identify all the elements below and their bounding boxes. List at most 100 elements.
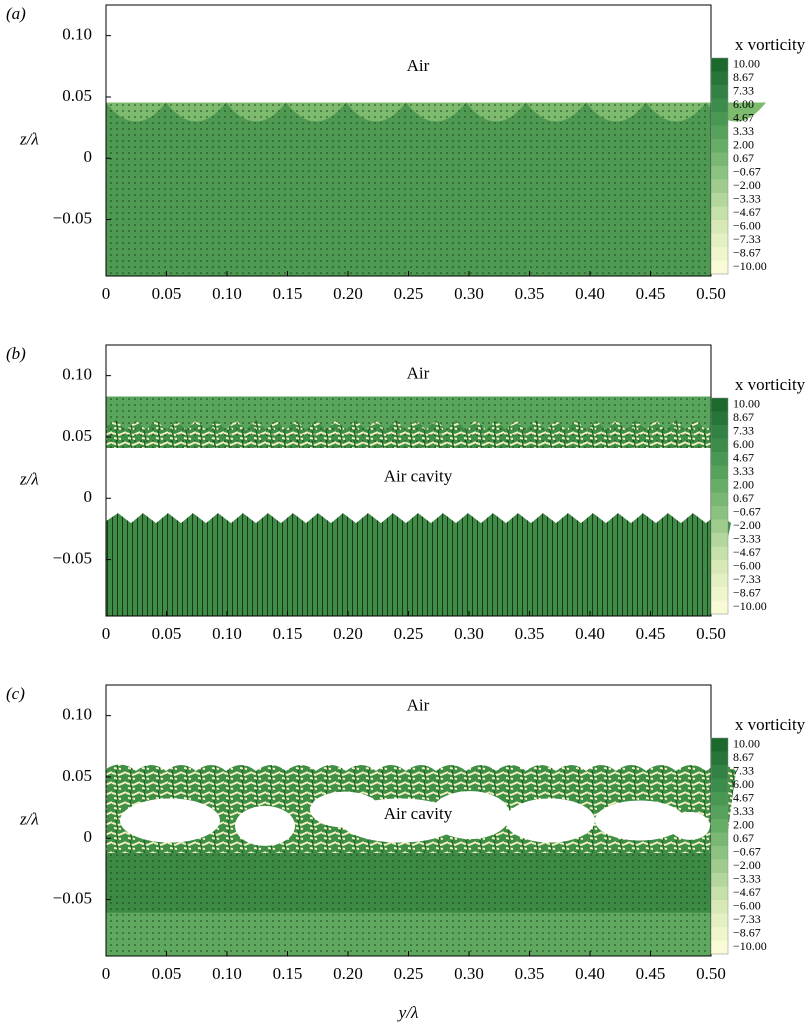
colorbar-title: x vorticity — [735, 375, 806, 394]
colorbar-tick-label: −2.00 — [733, 178, 761, 192]
colorbar-tick-label: 0.67 — [733, 151, 754, 165]
x-tick-label: 0.30 — [454, 964, 484, 983]
colorbar-cell — [711, 587, 728, 601]
colorbar-tick-label: −3.33 — [733, 872, 761, 886]
colorbar-frame — [710, 57, 729, 275]
colorbar-tick-label: −0.67 — [733, 165, 761, 179]
colorbar-tick-label: −7.33 — [733, 232, 761, 246]
annotation: Air — [407, 56, 430, 75]
colorbar-tick-label: 7.33 — [733, 84, 754, 98]
y-tick-label: 0.10 — [62, 25, 92, 44]
colorbar-cell — [711, 206, 728, 220]
colorbar-cell — [711, 873, 728, 887]
colorbar-tick-label: 3.33 — [733, 464, 754, 478]
colorbar-cell — [711, 506, 728, 520]
colorbar-cell — [711, 193, 728, 207]
colorbar-cell — [711, 179, 728, 193]
colorbar-tick-label: −7.33 — [733, 572, 761, 586]
colorbar-tick-label: 4.67 — [733, 451, 754, 465]
colorbar-tick-label: −3.33 — [733, 532, 761, 546]
colorbar-title: x vorticity — [735, 715, 806, 734]
colorbar-cell — [711, 900, 728, 914]
air-cavity — [120, 798, 220, 843]
colorbar-tick-label: 6.00 — [733, 777, 754, 791]
panel-label: (c) — [6, 684, 25, 703]
colorbar-cell — [711, 859, 728, 873]
x-tick-label: 0.10 — [212, 284, 242, 303]
colorbar-tick-label: −2.00 — [733, 518, 761, 532]
colorbar-tick-label: 7.33 — [733, 764, 754, 778]
colorbar-tick-label: −8.67 — [733, 586, 761, 600]
colorbar-tick-label: 10.00 — [733, 737, 760, 751]
colorbar-cell — [711, 492, 728, 506]
colorbar-cell — [711, 913, 728, 927]
colorbar-tick-label: −6.00 — [733, 219, 761, 233]
x-tick-label: 0.25 — [394, 624, 424, 643]
colorbar-cell — [711, 792, 728, 806]
vector-field — [106, 513, 731, 616]
x-tick-label: 0.10 — [212, 624, 242, 643]
colorbar-cell — [711, 479, 728, 493]
colorbar-cell — [711, 738, 728, 752]
x-tick-label: 0.10 — [212, 964, 242, 983]
colorbar-cell — [711, 465, 728, 479]
colorbar-tick-label: −0.67 — [733, 845, 761, 859]
colorbar-tick-label: 2.00 — [733, 478, 754, 492]
x-tick-label: 0.25 — [394, 284, 424, 303]
colorbar-cell — [711, 886, 728, 900]
colorbar-cell — [711, 398, 728, 412]
vector-field — [106, 396, 711, 448]
colorbar-tick-label: 4.67 — [733, 111, 754, 125]
colorbar-frame — [710, 397, 729, 615]
colorbar-tick-label: 8.67 — [733, 410, 754, 424]
x-axis-label: y/λ — [397, 1003, 419, 1022]
colorbar-tick-label: −10.00 — [733, 599, 767, 613]
colorbar-cell — [711, 927, 728, 941]
y-axis-label: z/λ — [19, 809, 39, 828]
x-tick-label: 0.45 — [636, 964, 666, 983]
x-tick-label: 0.50 — [696, 284, 726, 303]
colorbar-tick-label: 6.00 — [733, 437, 754, 451]
colorbar-frame — [710, 737, 729, 955]
x-tick-label: 0.35 — [515, 284, 545, 303]
colorbar-cell — [711, 832, 728, 846]
colorbar-cell — [711, 778, 728, 792]
colorbar-tick-label: 4.67 — [733, 791, 754, 805]
air-cavity — [430, 791, 510, 840]
x-tick-label: 0.05 — [152, 624, 182, 643]
annotation: Air cavity — [384, 804, 453, 823]
y-axis-label: z/λ — [19, 129, 39, 148]
x-tick-label: 0.20 — [333, 624, 363, 643]
colorbar-cell — [711, 519, 728, 533]
colorbar-tick-label: −6.00 — [733, 899, 761, 913]
x-tick-label: 0.30 — [454, 624, 484, 643]
colorbar-tick-label: −10.00 — [733, 259, 767, 273]
colorbar-cell — [711, 58, 728, 72]
colorbar-tick-label: 8.67 — [733, 70, 754, 84]
y-tick-label: 0.05 — [62, 426, 92, 445]
colorbar-cell — [711, 846, 728, 860]
colorbar-tick-label: 8.67 — [733, 750, 754, 764]
annotation: Air — [407, 696, 430, 715]
colorbar-cell — [711, 220, 728, 234]
x-tick-label: 0.45 — [636, 624, 666, 643]
colorbar-tick-label: −2.00 — [733, 858, 761, 872]
y-tick-label: 0.10 — [62, 705, 92, 724]
colorbar-tick-label: −6.00 — [733, 559, 761, 573]
vector-field — [106, 102, 711, 276]
colorbar-tick-label: −10.00 — [733, 939, 767, 953]
y-tick-label: 0.05 — [62, 766, 92, 785]
colorbar-tick-label: −8.67 — [733, 246, 761, 260]
colorbar-cell — [711, 139, 728, 153]
annotation: Air — [407, 364, 430, 383]
colorbar-cell — [711, 166, 728, 180]
colorbar-cell — [711, 600, 728, 614]
x-tick-label: 0.15 — [273, 624, 303, 643]
colorbar-cell — [711, 152, 728, 166]
colorbar-cell — [711, 533, 728, 547]
x-tick-label: 0.25 — [394, 964, 424, 983]
colorbar-tick-label: −4.67 — [733, 885, 761, 899]
y-tick-label: 0.10 — [62, 365, 92, 384]
air-cavity — [670, 811, 710, 840]
colorbar-tick-label: −0.67 — [733, 505, 761, 519]
